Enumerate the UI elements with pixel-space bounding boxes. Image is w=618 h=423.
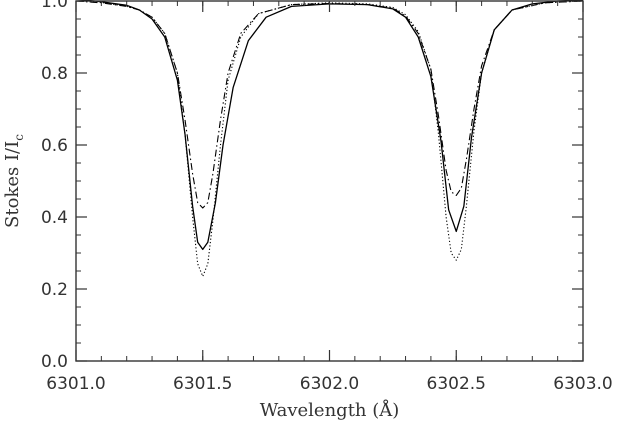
series-line-dashed [75, 0, 584, 209]
y-tick-label: 0.2 [41, 280, 68, 300]
x-tick-label: 6301.0 [46, 374, 105, 394]
label-layer: 6301.0 6301.5 6302.0 6302.5 6303.0 0.0 0.2 0.4 0… [41, 0, 613, 394]
plot-frame [75, 0, 584, 362]
y-tick-label: 0.4 [41, 208, 68, 228]
y-tick-label: 0.8 [41, 64, 68, 84]
y-axis-title: Stokes I/Ic [2, 134, 26, 228]
y-tick-label: 0.6 [41, 136, 68, 156]
y-axis-title-subscript: c [12, 134, 26, 141]
x-tick-label: 6301.5 [173, 374, 232, 394]
tick-layer [75, 0, 584, 362]
series-line-solid [77, 0, 584, 251]
x-tick-label: 6302.0 [300, 374, 359, 394]
series-line-dotted [75, 0, 584, 277]
y-tick-label: 1.0 [41, 0, 68, 12]
x-tick-label: 6303.0 [553, 374, 612, 394]
x-axis-title: Wavelength (Å) [260, 399, 400, 421]
y-axis-title-main: Stokes I/I [2, 141, 23, 228]
x-tick-label: 6302.5 [427, 374, 486, 394]
series-layer [75, 0, 584, 277]
y-tick-label: 0.0 [41, 352, 68, 372]
